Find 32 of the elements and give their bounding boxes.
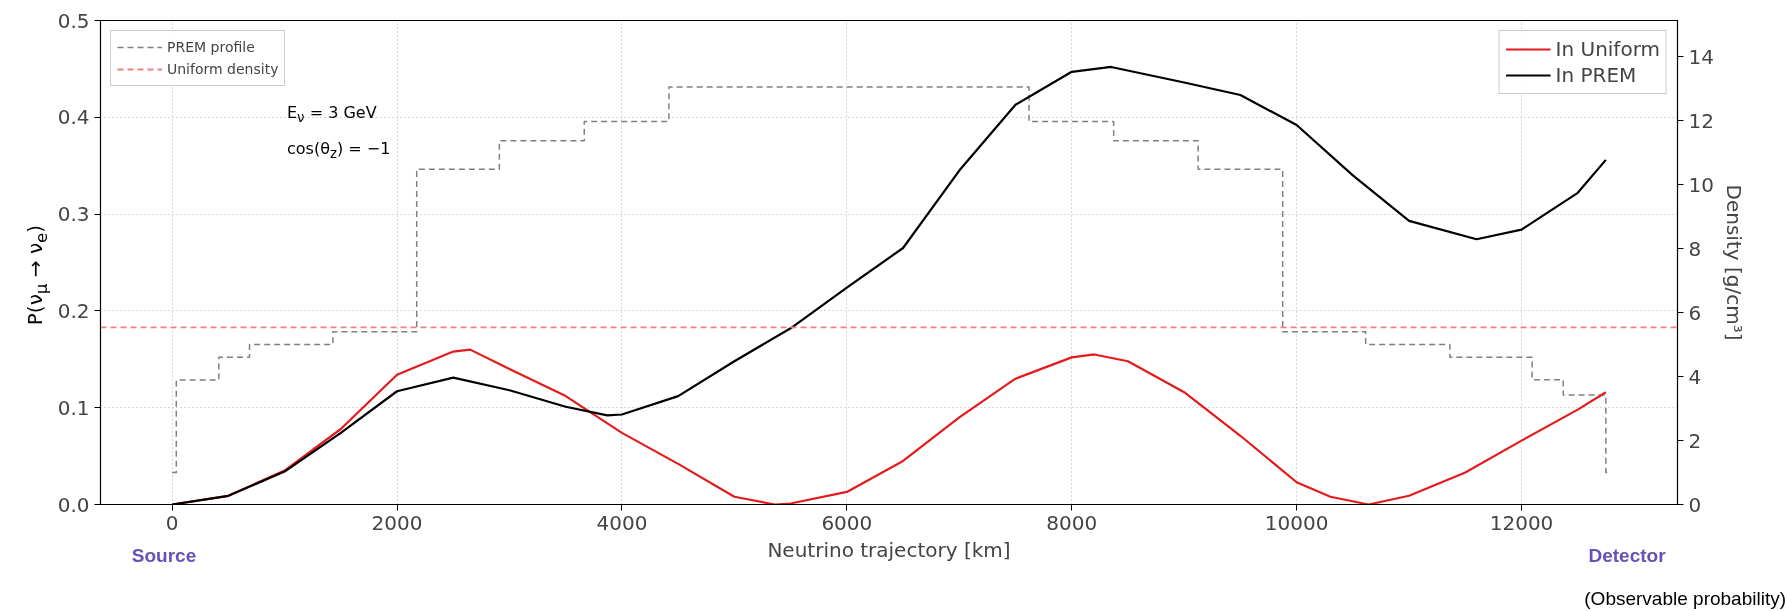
y2-tick-label: 6 — [1688, 300, 1702, 325]
x-tick-label: 12000 — [1489, 510, 1554, 535]
y2-tick-label: 8 — [1688, 236, 1702, 261]
annotation: E$_{ν}$ = 3 GeV — [287, 103, 377, 127]
x-tick-label: 10000 — [1264, 510, 1329, 535]
annotation: cos(θ$_{z}$) = −1 — [287, 139, 391, 163]
y2-tick-label: 2 — [1688, 428, 1702, 453]
y2-axis-title: Density [g/cm³] — [1721, 184, 1746, 341]
legend-label: PREM profile — [167, 39, 255, 55]
x-axis-title: Neutrino trajectory [km] — [767, 537, 1011, 562]
legend-label: In PREM — [1555, 63, 1637, 87]
x-tick-label: 0 — [165, 510, 179, 535]
x-tick-label: 6000 — [821, 510, 873, 535]
text: Detector — [1588, 545, 1666, 568]
y-tick-label: 0.5 — [57, 8, 90, 33]
x-tick-label: 4000 — [596, 510, 648, 535]
y2-tick-label: 0 — [1688, 492, 1702, 517]
y-tick-label: 0.0 — [57, 492, 90, 517]
y2-tick-label: 4 — [1688, 364, 1702, 389]
text: (Observable probability) — [1584, 588, 1785, 611]
y2-tick-label: 10 — [1688, 172, 1714, 197]
y-tick-label: 0.3 — [57, 202, 90, 227]
x-tick-label: 8000 — [1046, 510, 1098, 535]
legend-label: Uniform density — [167, 61, 279, 77]
y2-tick-label: 14 — [1688, 44, 1714, 69]
y-tick-label: 0.2 — [57, 298, 90, 323]
text: Source — [131, 545, 197, 568]
y-tick-label: 0.4 — [57, 105, 90, 130]
x-tick-label: 2000 — [371, 510, 423, 535]
y2-tick-label: 12 — [1688, 108, 1714, 133]
y-tick-label: 0.1 — [57, 395, 90, 420]
legend-label: In Uniform — [1555, 37, 1660, 61]
